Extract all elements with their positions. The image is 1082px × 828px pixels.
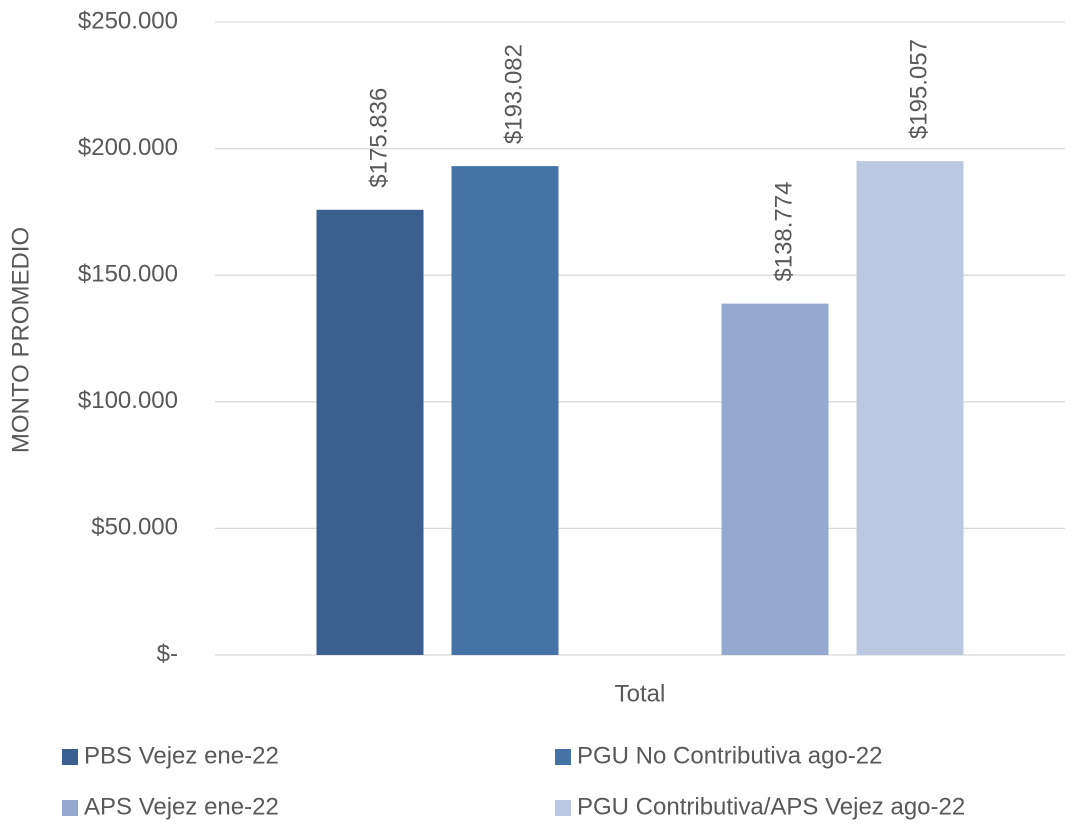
legend-swatch (555, 749, 571, 765)
y-tick-label: $200.000 (78, 134, 178, 161)
legend-swatch (62, 800, 78, 816)
legend-label: PGU Contributiva/APS Vejez ago-22 (577, 793, 965, 820)
bar (316, 209, 424, 655)
bar (721, 303, 829, 655)
bar (856, 161, 964, 656)
y-tick-label: $100.000 (78, 387, 178, 414)
legend-label: PGU No Contributiva ago-22 (577, 742, 882, 769)
x-tick-label: Total (615, 680, 666, 707)
data-label: $175.836 (365, 88, 392, 188)
legend-swatch (555, 800, 571, 816)
bar (451, 166, 559, 655)
data-label: $195.057 (905, 39, 932, 139)
legend-label: PBS Vejez ene-22 (84, 742, 279, 769)
y-tick-label: $- (157, 640, 178, 667)
y-tick-label: $150.000 (78, 261, 178, 288)
legend-label: APS Vejez ene-22 (84, 793, 279, 820)
y-tick-label: $250.000 (78, 7, 178, 34)
y-tick-label: $50.000 (91, 514, 178, 541)
legend-swatch (62, 749, 78, 765)
data-label: $193.082 (500, 44, 527, 144)
y-axis-title: MONTO PROMEDIO (7, 227, 34, 453)
data-label: $138.774 (770, 182, 797, 282)
